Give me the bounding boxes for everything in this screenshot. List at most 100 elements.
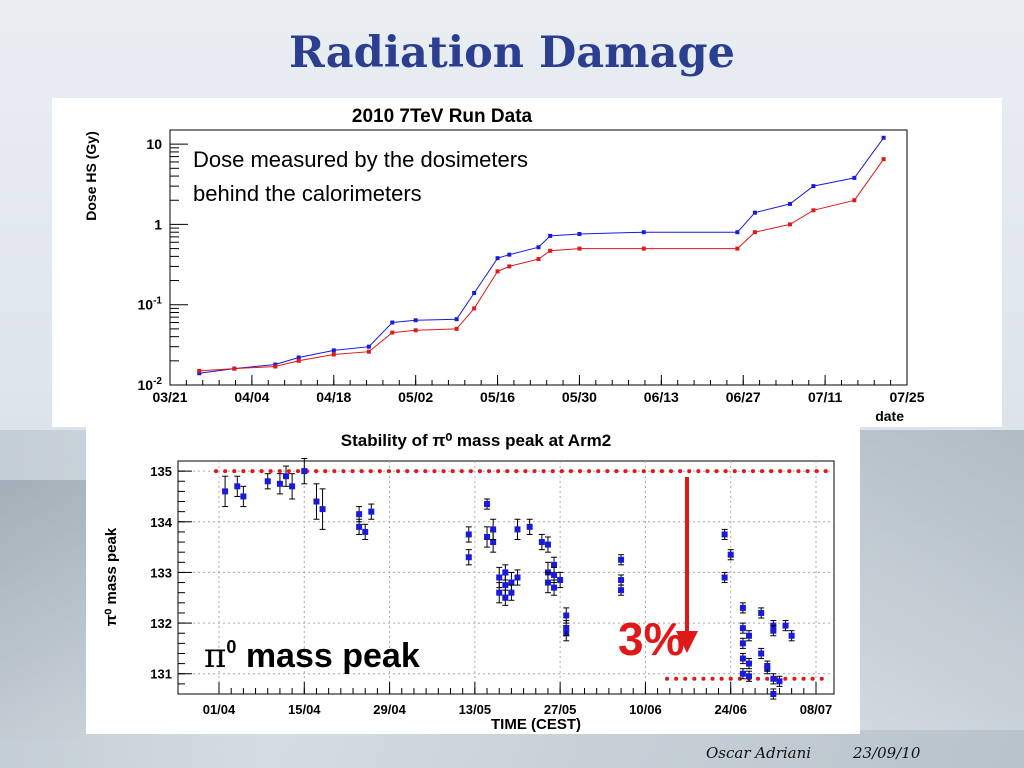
mass-point (502, 569, 509, 576)
mass-point (502, 594, 509, 601)
dose-x-tick-label: 07/25 (889, 389, 924, 405)
dose-chart-ylabel: Dose HS (Gy) (83, 131, 99, 220)
dose-series-1-point (413, 318, 418, 323)
dose-x-tick-label: 04/04 (234, 389, 269, 405)
mass-peak-chart-ylabel: π⁰ mass peak (103, 527, 120, 626)
mass-point (484, 501, 491, 508)
dose-series-2-point (296, 358, 301, 363)
dose-series-2-point (735, 246, 740, 251)
pi-symbol: π (204, 636, 226, 676)
dose-series-1-point (852, 175, 857, 180)
mass-point (745, 660, 752, 667)
mass-point (368, 508, 375, 515)
mass-y-tick-label: 135 (150, 464, 172, 479)
mass-point (502, 582, 509, 589)
dose-series-2-point (548, 248, 553, 253)
dose-series-2-point (788, 222, 793, 227)
mass-point (721, 531, 728, 538)
mass-y-tick-label: 132 (150, 616, 172, 631)
mass-point (739, 640, 746, 647)
mass-point (490, 539, 497, 546)
three-percent-arrowhead (676, 631, 698, 653)
mass-y-tick-label: 134 (150, 515, 172, 530)
mass-peak-chart-title: Stability of π⁰ mass peak at Arm2 (341, 431, 612, 450)
dose-y-tick-label: 10 (146, 136, 162, 152)
dose-series-1-point (390, 320, 395, 325)
mass-point (770, 691, 777, 697)
dose-series-2-point (197, 368, 202, 373)
three-percent-label: 3% (618, 613, 684, 665)
dose-series-1-point (788, 201, 793, 206)
dose-series-1-point (881, 135, 886, 140)
mass-point (739, 625, 746, 632)
mass-point (508, 589, 515, 596)
mass-point (319, 506, 326, 513)
background-left-decoration (0, 480, 90, 740)
dose-series-2-point (811, 208, 816, 213)
mass-point (618, 587, 625, 594)
mass-point (264, 478, 271, 485)
dose-chart-panel: 2010 7TeV Run Data 10 1 10-1 10-2 03/21 04/0… (52, 98, 1002, 427)
mass-point (514, 526, 521, 533)
mass-point (739, 655, 746, 662)
dose-series-2-point (232, 366, 237, 371)
mass-point (727, 551, 734, 558)
dose-series-line-2 (199, 158, 885, 372)
dose-y-tick-label: 1 (154, 216, 162, 232)
dose-y-tick-label: 10-1 (138, 296, 163, 313)
mass-point (721, 574, 728, 581)
mass-x-tick-label: 24/06 (714, 702, 747, 717)
background-right-decoration (854, 430, 1024, 730)
dose-series-2-point (331, 352, 336, 357)
dose-series-1-point (454, 317, 459, 322)
mass-point (758, 609, 765, 616)
dose-series-1-point (641, 230, 646, 235)
dose-series-2-point (577, 246, 582, 251)
dose-x-tick-label: 04/18 (316, 389, 351, 405)
mass-point (764, 663, 771, 670)
dose-series-1-point (548, 233, 553, 238)
dose-series-1-point (331, 348, 336, 353)
mass-point (240, 493, 247, 500)
dose-series-2-point (413, 328, 418, 333)
mass-peak-annotation-text: mass peak (236, 637, 419, 675)
dose-x-tick-label: 05/02 (398, 389, 433, 405)
footer-date: 23/09/10 (853, 744, 921, 762)
mass-x-tick-label: 01/04 (203, 702, 236, 717)
mass-point (551, 584, 558, 591)
mass-point (770, 675, 777, 682)
dose-series-2-point (495, 269, 500, 274)
mass-point (739, 604, 746, 611)
mass-point (465, 531, 472, 538)
dose-y-tick-label: 10-2 (138, 376, 163, 393)
mass-point (745, 673, 752, 680)
mass-point (234, 483, 241, 490)
dose-x-tick-label: 07/11 (808, 389, 842, 405)
dose-series-2-point (472, 306, 477, 311)
dose-series-2-point (641, 246, 646, 251)
dose-series-2-point (881, 157, 886, 162)
dose-series-2-point (752, 230, 757, 235)
dose-chart-frame (169, 129, 908, 386)
mass-point (484, 533, 491, 540)
mass-point (739, 670, 746, 677)
mass-point (557, 577, 564, 584)
mass-point (276, 480, 283, 487)
dose-series-1-point (735, 230, 740, 235)
dose-series-1-point (577, 231, 582, 236)
mass-peak-chart-xlabel: TIME (CEST) (491, 716, 581, 733)
mass-x-tick-label: 29/04 (373, 702, 406, 717)
dose-x-tick-label: 06/13 (644, 389, 679, 405)
mass-point (526, 523, 533, 530)
dose-series-1-point (536, 245, 541, 250)
dose-series-1-point (296, 355, 301, 360)
mass-point (758, 650, 765, 657)
dose-series-line-1 (199, 137, 885, 374)
dose-chart: 2010 7TeV Run Data 10 1 10-1 10-2 03/21 04/0… (83, 106, 925, 424)
mass-point (313, 498, 320, 505)
mass-x-tick-label: 15/04 (288, 702, 321, 717)
dose-series-2-point (390, 330, 395, 335)
dose-series-1-point (811, 184, 816, 189)
mass-peak-chart-panel: Stability of π⁰ mass peak at Arm2 131 132… (86, 427, 860, 734)
dose-series-1-point (495, 256, 500, 261)
